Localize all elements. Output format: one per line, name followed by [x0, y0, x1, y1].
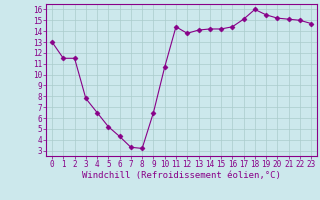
X-axis label: Windchill (Refroidissement éolien,°C): Windchill (Refroidissement éolien,°C)	[82, 171, 281, 180]
